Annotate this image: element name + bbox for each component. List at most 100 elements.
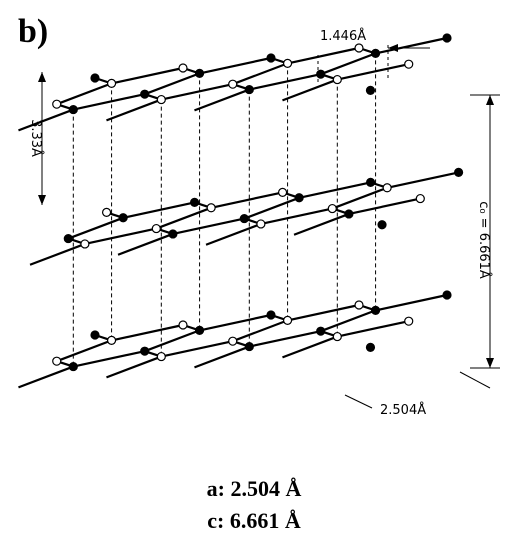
atom [101, 207, 112, 217]
atom [228, 336, 238, 346]
bond [73, 93, 145, 111]
atom [52, 99, 62, 109]
atom [404, 59, 414, 69]
atom [344, 209, 354, 219]
bond [386, 171, 459, 189]
bond [199, 313, 272, 332]
bond [337, 63, 409, 81]
atom [140, 89, 150, 99]
atom [118, 213, 128, 223]
atom [316, 326, 326, 336]
atom [189, 197, 200, 207]
atom [370, 48, 381, 58]
caption-c: c: 6.661 Å [207, 508, 301, 533]
atom [68, 361, 78, 372]
atom [156, 94, 166, 105]
bond [144, 329, 200, 353]
bond [144, 72, 200, 96]
bond [194, 345, 250, 369]
atom [277, 187, 288, 197]
atom [282, 315, 293, 325]
atom [178, 63, 188, 73]
atom [68, 104, 78, 115]
atom [194, 325, 205, 335]
atom [316, 69, 326, 79]
atom [90, 330, 100, 340]
bond [18, 365, 74, 389]
bond [161, 340, 233, 358]
atom [266, 310, 276, 320]
arrow [344, 394, 373, 409]
bond [117, 232, 174, 256]
atom [404, 316, 414, 326]
atom [178, 320, 188, 330]
atom [327, 203, 337, 214]
atom [63, 233, 73, 244]
bond [56, 82, 112, 106]
bond [320, 52, 376, 76]
bond [205, 222, 262, 246]
bond [210, 191, 283, 209]
bond [375, 293, 448, 312]
atom [206, 203, 216, 213]
bond [122, 201, 195, 219]
bond [320, 309, 376, 333]
bond [249, 330, 321, 348]
atom [365, 177, 376, 187]
bond [194, 88, 250, 112]
bond [199, 56, 272, 75]
atom [370, 305, 381, 315]
atom [415, 193, 425, 204]
bond [67, 216, 124, 240]
atom [377, 220, 387, 230]
atom [332, 331, 342, 342]
atom [365, 342, 376, 352]
bond [18, 108, 74, 132]
atom [442, 290, 452, 300]
bond [232, 62, 288, 86]
bond [331, 186, 388, 210]
bond [337, 320, 409, 338]
bond [287, 46, 360, 65]
arrow [459, 371, 491, 389]
atom [106, 335, 117, 345]
caption-a: a: 2.504 Å [207, 476, 302, 501]
atom [442, 33, 452, 43]
bond [84, 227, 157, 246]
bond [106, 355, 162, 379]
bond [287, 303, 360, 322]
bond [348, 197, 421, 216]
atom [354, 43, 364, 53]
bond [243, 196, 300, 220]
bond [111, 323, 184, 342]
atom [151, 223, 161, 234]
bond [293, 212, 350, 236]
atom [156, 351, 166, 362]
atom [382, 183, 392, 193]
atom [52, 356, 62, 366]
bond [56, 339, 112, 363]
atom [266, 53, 276, 63]
atom [354, 300, 364, 310]
atom [80, 239, 90, 249]
lattice [18, 33, 464, 389]
interlayer-label: 3.33Å [28, 119, 44, 157]
atom [365, 85, 376, 95]
atom [453, 167, 464, 177]
atom [194, 68, 205, 78]
bond [298, 181, 371, 199]
atom [106, 78, 117, 88]
atom [244, 84, 254, 95]
bond [161, 83, 233, 101]
atom [239, 213, 249, 224]
a-axis-label: 2.504Å [380, 402, 426, 418]
bond [172, 217, 245, 236]
atom [140, 346, 150, 356]
bond-length-label: 1.446Å [320, 28, 366, 44]
atom [90, 73, 100, 83]
bond [232, 319, 288, 343]
arrow-head [388, 44, 398, 52]
atom [228, 79, 238, 89]
bond [155, 206, 212, 230]
